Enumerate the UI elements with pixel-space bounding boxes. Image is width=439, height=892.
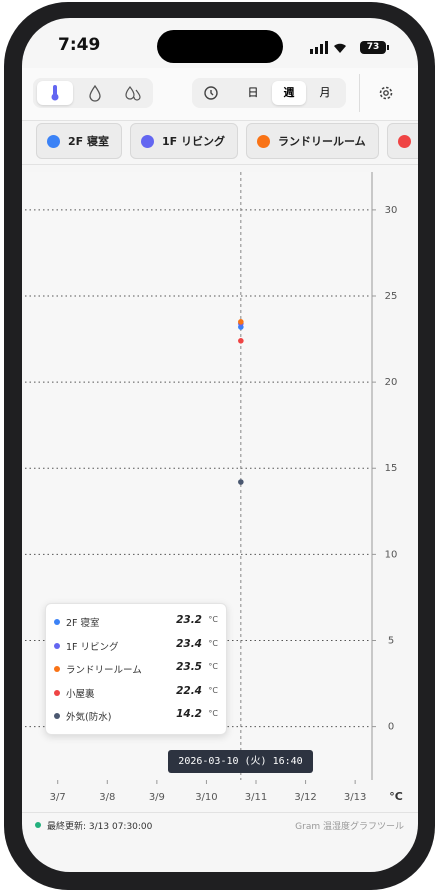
y-tick-label: 5 xyxy=(388,635,394,646)
sensor-chip[interactable]: 小屋裏 xyxy=(386,123,418,159)
chip-label: 1F リビング xyxy=(162,135,225,148)
cursor-point xyxy=(238,319,244,325)
tooltip-value: 23.4 xyxy=(176,637,202,650)
tooltip-value: 14.2 xyxy=(176,708,202,721)
tooltip-name: 小屋裏 xyxy=(66,688,95,700)
humidity-button[interactable] xyxy=(77,81,113,105)
tooltip-unit: °C xyxy=(208,638,218,648)
tooltip-name: 外気(防水) xyxy=(66,712,112,724)
toolbar-divider xyxy=(359,74,360,112)
status-dot xyxy=(35,822,41,828)
y-tick-label: 0 xyxy=(388,722,394,733)
sensor-chip[interactable]: ランドリールーム xyxy=(246,123,379,159)
tooltip-dot xyxy=(54,642,60,649)
last-updated: 最終更新: 3/13 07:30:00 xyxy=(47,822,153,832)
sensor-chip[interactable]: 2F 寝室 xyxy=(36,123,122,159)
cursor-label: 2026-03-10 (火) 16:40 xyxy=(168,750,313,773)
chip-label: 2F 寝室 xyxy=(68,135,109,148)
chips-divider xyxy=(22,164,418,165)
chip-dot xyxy=(47,134,60,148)
range-button[interactable]: 月 xyxy=(319,86,331,99)
y-tick-label: 10 xyxy=(385,549,398,560)
y-tick-label: 30 xyxy=(385,205,398,216)
dynamic-island xyxy=(157,30,283,63)
x-tick-label: 3/7 xyxy=(50,792,66,803)
temperature-button[interactable] xyxy=(37,81,73,105)
y-tick-label: 15 xyxy=(385,463,398,474)
range-switch: 日週月 xyxy=(192,78,346,108)
range-button[interactable]: 日 xyxy=(247,86,259,99)
tooltip-unit: °C xyxy=(208,685,218,695)
chip-dot xyxy=(141,134,154,148)
tooltip-name: 1F リビング xyxy=(66,641,119,653)
brand: Gram 温湿度グラフツール xyxy=(295,822,404,832)
battery-level: 73 xyxy=(366,42,380,52)
footer-divider xyxy=(22,812,418,813)
y-tick-label: 20 xyxy=(385,377,398,388)
dewpoint-button[interactable] xyxy=(115,81,151,105)
tooltip-name: ランドリールーム xyxy=(66,665,142,677)
tooltip-dot xyxy=(54,689,60,696)
sensor-chip[interactable]: 1F リビング xyxy=(130,123,238,159)
status-time: 7:49 xyxy=(58,35,101,55)
x-tick-label: 3/13 xyxy=(344,792,366,803)
tooltip-value: 23.5 xyxy=(176,661,202,674)
settings-button[interactable] xyxy=(378,85,394,101)
x-tick-label: 3/12 xyxy=(294,792,316,803)
cursor-point xyxy=(238,479,244,485)
tooltip: 2F 寝室 23.2 °C 1F リビング 23.4 °C ランドリールーム 23.5 °C 小屋… xyxy=(45,603,227,735)
tooltip-unit: °C xyxy=(208,709,218,719)
chip-dot xyxy=(257,134,270,148)
tooltip-dot xyxy=(54,666,60,673)
y-tick-label: 25 xyxy=(385,291,398,302)
chart: 0 5 10 15 20 25 30 3/7 3/8 3/9 3/10 3/11 3/12 3/13 °C xyxy=(25,172,403,803)
chip-dot xyxy=(397,134,411,148)
history-button[interactable] xyxy=(198,81,224,105)
x-tick-label: 3/11 xyxy=(245,792,267,803)
cursor-point xyxy=(238,337,244,344)
tooltip-name: 2F 寝室 xyxy=(66,618,100,629)
tooltip-unit: °C xyxy=(208,615,218,624)
tooltip-value: 23.2 xyxy=(176,614,202,626)
tooltip-dot xyxy=(54,713,60,720)
x-tick-label: 3/10 xyxy=(195,792,217,803)
tooltip-unit: °C xyxy=(208,662,218,672)
x-tick-label: 3/8 xyxy=(99,792,115,803)
tooltip-dot xyxy=(54,619,60,625)
tooltip-value: 22.4 xyxy=(176,684,202,697)
chip-label: ランドリールーム xyxy=(278,135,366,148)
y-unit: °C xyxy=(389,790,403,803)
status-icons xyxy=(310,41,389,54)
range-button[interactable]: 週 xyxy=(272,81,306,105)
x-tick-label: 3/9 xyxy=(149,792,165,803)
metric-switch xyxy=(33,78,153,108)
